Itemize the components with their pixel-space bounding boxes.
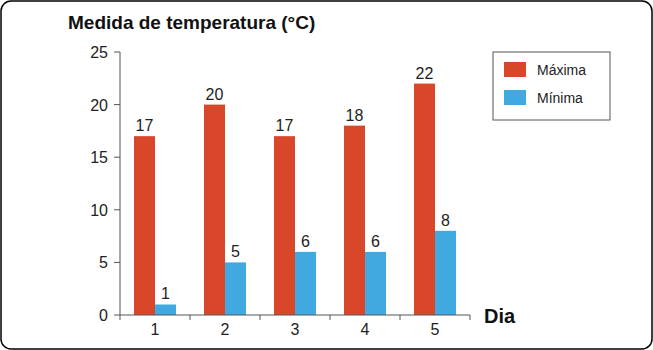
x-tick-label: 4: [361, 321, 370, 338]
y-tick-label: 10: [90, 202, 108, 219]
data-label: 6: [301, 233, 310, 250]
data-label: 17: [136, 117, 154, 134]
x-tick: [190, 315, 191, 320]
y-tick-label: 25: [90, 44, 108, 61]
bar: [204, 105, 225, 315]
y-tick: [114, 315, 120, 316]
data-label: 22: [416, 65, 434, 82]
y-tick: [114, 157, 120, 158]
data-label: 8: [441, 212, 450, 229]
bars: [134, 84, 456, 315]
bar: [365, 252, 386, 315]
y-axis: [120, 52, 121, 315]
x-tick: [330, 315, 331, 320]
x-tick-label: 1: [151, 321, 160, 338]
x-tick: [120, 315, 121, 320]
data-label: 18: [346, 107, 364, 124]
bar: [435, 231, 456, 315]
legend-box: [493, 52, 610, 120]
bar: [274, 136, 295, 315]
x-tick: [260, 315, 261, 320]
frame: [1, 1, 652, 349]
bar: [344, 126, 365, 315]
y-tick-label: 5: [99, 254, 108, 271]
y-tick: [114, 262, 120, 263]
y-tick: [114, 104, 120, 105]
x-tick: [400, 315, 401, 320]
x-tick-label: 2: [221, 321, 230, 338]
x-label: Dia: [484, 305, 516, 327]
y-tick: [114, 209, 120, 210]
y-tick: [114, 52, 120, 53]
data-label: 20: [206, 86, 224, 103]
bar: [225, 262, 246, 315]
title: Medida de temperatura (°C): [68, 12, 315, 33]
y-tick-label: 15: [90, 149, 108, 166]
bar: [295, 252, 316, 315]
chart: Medida de temperatura (°C)05101520251720…: [0, 0, 653, 350]
y-tick-label: 0: [99, 307, 108, 324]
legend-label: Máxima: [537, 62, 586, 78]
data-label: 6: [371, 233, 380, 250]
x-tick: [470, 315, 471, 320]
legend-swatch: [504, 62, 526, 77]
x-tick-label: 5: [431, 321, 440, 338]
data-label: 5: [231, 243, 240, 260]
data-label: 17: [276, 117, 294, 134]
x-axis: [120, 315, 470, 316]
bar: [134, 136, 155, 315]
bar: [155, 304, 176, 315]
legend-label: Mínima: [537, 90, 583, 106]
y-tick-label: 20: [90, 97, 108, 114]
bar: [414, 84, 435, 315]
data-label: 1: [161, 285, 170, 302]
x-tick-label: 3: [291, 321, 300, 338]
legend-swatch: [504, 90, 526, 105]
